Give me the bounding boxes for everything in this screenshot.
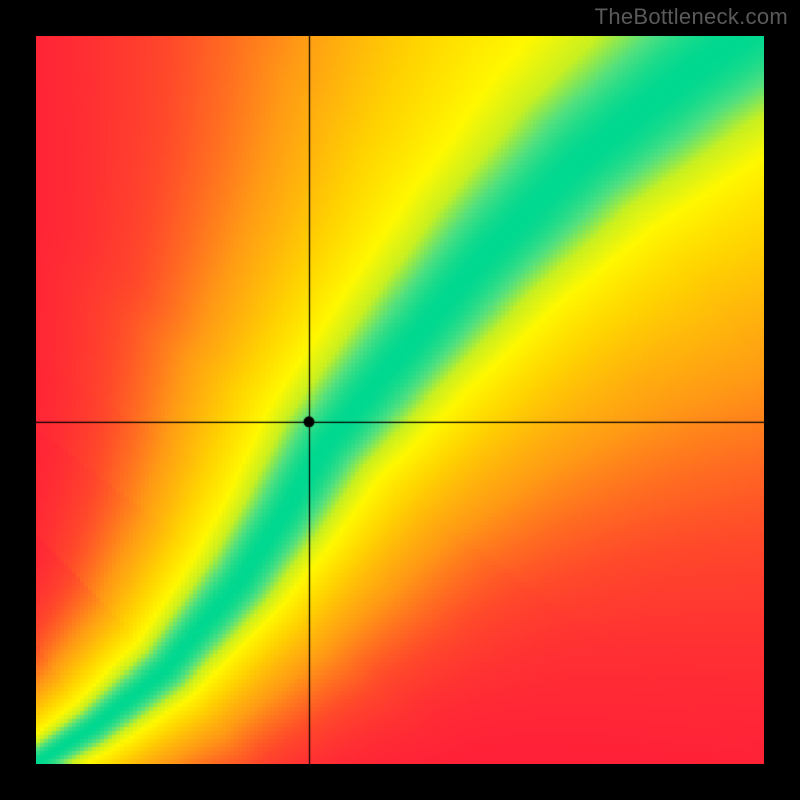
watermark-text: TheBottleneck.com (595, 4, 788, 30)
plot-frame (36, 36, 764, 764)
chart-container: TheBottleneck.com (0, 0, 800, 800)
heatmap-canvas (36, 36, 764, 764)
